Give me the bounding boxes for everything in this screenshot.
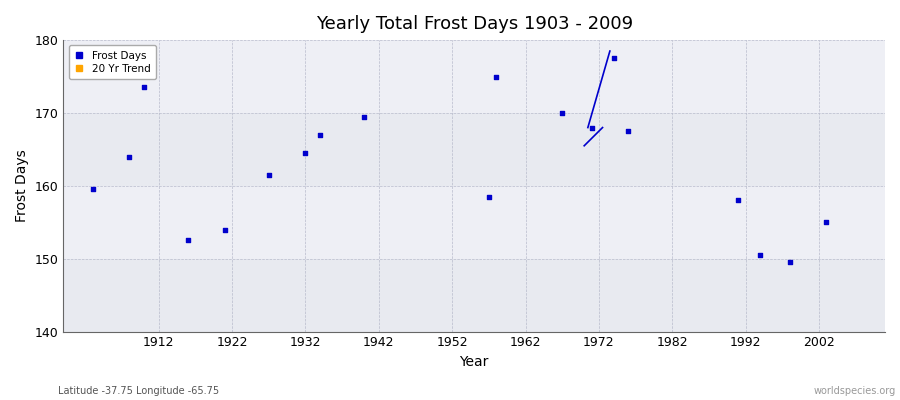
Point: [555, 110, 570, 116]
X-axis label: Year: Year: [460, 355, 489, 369]
Bar: [63, 186, 885, 259]
Point: [181, 237, 195, 244]
Point: [313, 132, 328, 138]
Text: Latitude -37.75 Longitude -65.75: Latitude -37.75 Longitude -65.75: [58, 386, 220, 396]
Point: [482, 194, 496, 200]
Point: [86, 186, 100, 193]
Point: [122, 154, 137, 160]
Point: [607, 55, 621, 62]
Point: [262, 172, 276, 178]
Bar: [63, 40, 885, 113]
Point: [731, 197, 745, 204]
Point: [753, 252, 768, 258]
Point: [782, 259, 796, 266]
Bar: [63, 259, 885, 332]
Bar: [63, 113, 885, 186]
Point: [489, 73, 503, 80]
Legend: Frost Days, 20 Yr Trend: Frost Days, 20 Yr Trend: [68, 45, 157, 79]
Point: [584, 124, 598, 131]
Y-axis label: Frost Days: Frost Days: [15, 150, 29, 222]
Point: [621, 128, 635, 134]
Point: [298, 150, 312, 156]
Point: [137, 84, 151, 91]
Point: [218, 226, 232, 233]
Title: Yearly Total Frost Days 1903 - 2009: Yearly Total Frost Days 1903 - 2009: [316, 15, 633, 33]
Text: worldspecies.org: worldspecies.org: [814, 386, 896, 396]
Point: [357, 114, 372, 120]
Point: [819, 219, 833, 226]
